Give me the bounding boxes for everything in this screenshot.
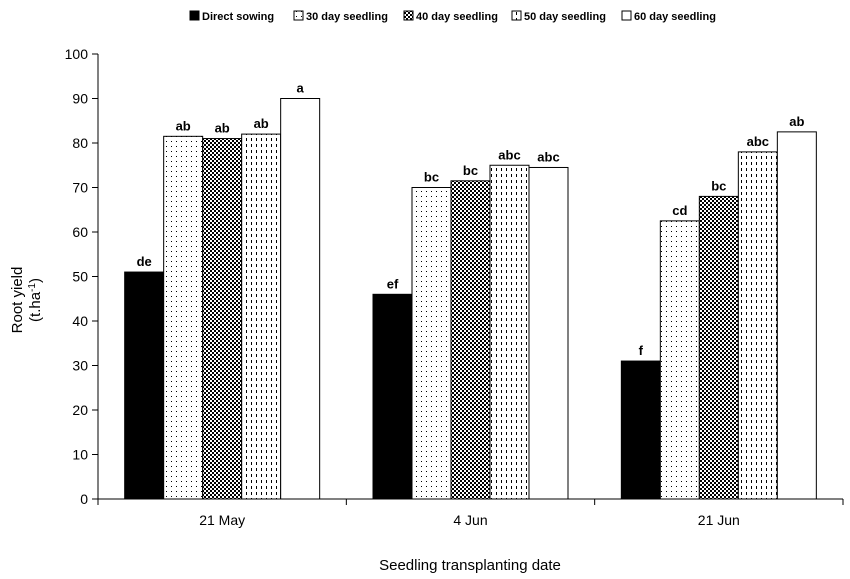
legend-swatch xyxy=(189,10,200,21)
legend-label: Direct sowing xyxy=(202,11,274,23)
bar xyxy=(737,151,778,500)
y-tick-label: 60 xyxy=(72,224,88,240)
y-tick-label: 100 xyxy=(65,46,89,62)
legend-swatch xyxy=(293,10,304,21)
bar xyxy=(698,195,739,500)
y-axis-title-unit-sup: -1 xyxy=(27,283,38,292)
x-axis: 21 May 4 Jun 21 Jun xyxy=(97,498,844,528)
bar-significance-label: de xyxy=(137,254,152,269)
y-tick-label: 20 xyxy=(72,402,88,418)
legend-item: 50 day seedling xyxy=(511,10,606,23)
legend-swatch xyxy=(511,10,522,21)
y-tick-label: 90 xyxy=(72,91,88,107)
bar xyxy=(411,187,452,500)
bars xyxy=(124,98,817,500)
legend-item: 30 day seedling xyxy=(293,10,388,23)
y-axis-title-unit-prefix: (t.ha xyxy=(27,291,44,322)
legend-item: 40 day seedling xyxy=(403,10,498,23)
legend-item: 60 day seedling xyxy=(621,10,716,23)
significance-labels: de ab ab ab a ef bc bc abc abc f cd bc abc ab xyxy=(137,81,805,359)
x-axis-title: Seedling transplanting date xyxy=(379,557,561,574)
bar xyxy=(163,135,204,500)
x-tick-label: 21 Jun xyxy=(698,512,740,528)
bar-significance-label: abc xyxy=(747,134,769,149)
bar xyxy=(450,180,491,500)
legend: Direct sowing 30 day seedling 40 day seedl… xyxy=(189,10,716,23)
bar-significance-label: abc xyxy=(537,149,559,164)
y-axis-title: Root yield (t.ha-1) xyxy=(9,267,44,334)
bar-significance-label: ef xyxy=(387,276,399,291)
legend-item: Direct sowing xyxy=(189,10,274,23)
bar-significance-label: cd xyxy=(672,203,687,218)
bar-significance-label: ab xyxy=(254,116,269,131)
bar xyxy=(659,220,700,500)
y-tick-label: 30 xyxy=(72,358,88,374)
bar xyxy=(528,166,569,500)
bar xyxy=(124,271,165,500)
y-tick-label: 70 xyxy=(72,180,88,196)
legend-swatch xyxy=(621,10,632,21)
y-axis: 0 10 20 30 40 50 60 70 80 90 100 xyxy=(65,46,99,507)
x-tick-label: 21 May xyxy=(199,512,245,528)
bar xyxy=(489,164,530,500)
bar xyxy=(776,131,817,500)
y-tick-label: 10 xyxy=(72,447,88,463)
y-axis-title-unit-suffix: ) xyxy=(27,278,44,283)
y-tick-label: 40 xyxy=(72,313,88,329)
bar-significance-label: f xyxy=(639,343,644,358)
bar-significance-label: ab xyxy=(176,118,191,133)
bar xyxy=(241,133,282,500)
bar-significance-label: bc xyxy=(463,163,478,178)
bar-significance-label: abc xyxy=(498,147,520,162)
legend-label: 30 day seedling xyxy=(306,11,388,23)
legend-swatch xyxy=(403,10,414,21)
bar-significance-label: bc xyxy=(424,170,439,185)
y-tick-label: 0 xyxy=(80,491,88,507)
bar-significance-label: ab xyxy=(215,121,230,136)
bar-significance-label: a xyxy=(297,81,305,96)
y-axis-title-line1: Root yield xyxy=(9,267,26,334)
y-tick-label: 80 xyxy=(72,135,88,151)
bar-significance-label: ab xyxy=(789,114,804,129)
x-tick-label: 4 Jun xyxy=(453,512,487,528)
bar-significance-label: bc xyxy=(711,178,726,193)
bar xyxy=(202,138,243,500)
y-tick-label: 50 xyxy=(72,269,88,285)
legend-label: 60 day seedling xyxy=(634,11,716,23)
bar xyxy=(280,98,321,500)
legend-label: 40 day seedling xyxy=(416,11,498,23)
legend-label: 50 day seedling xyxy=(524,11,606,23)
bar xyxy=(372,293,413,500)
y-axis-title-line2: (t.ha-1) xyxy=(27,278,45,322)
bar xyxy=(620,360,661,500)
